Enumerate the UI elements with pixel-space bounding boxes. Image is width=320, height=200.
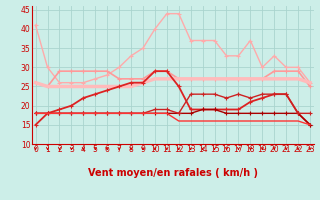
X-axis label: Vent moyen/en rafales ( km/h ): Vent moyen/en rafales ( km/h ) xyxy=(88,168,258,178)
